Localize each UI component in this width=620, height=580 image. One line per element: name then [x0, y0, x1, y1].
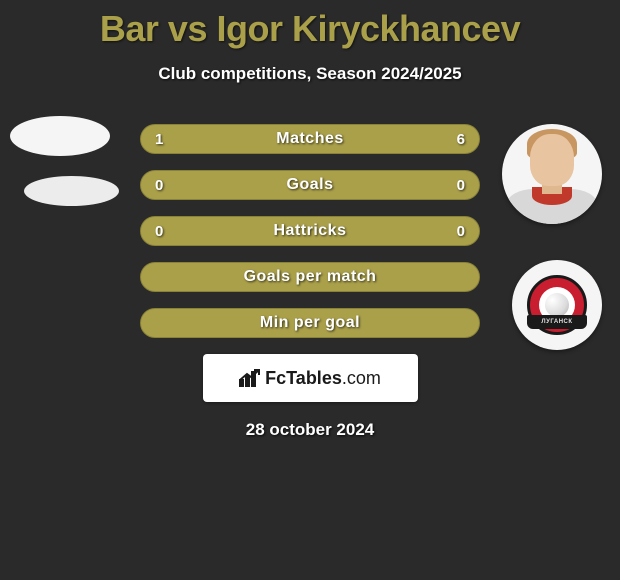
comparison-card: Bar vs Igor Kiryckhancev Club competitio…	[0, 0, 620, 440]
stat-row-min-per-goal: Min per goal	[140, 308, 480, 338]
stat-label: Matches	[276, 130, 344, 148]
brand-domain: .com	[342, 368, 381, 388]
stat-right-value: 6	[457, 131, 465, 148]
stat-row-goals: 0 Goals 0	[140, 170, 480, 200]
brand-box[interactable]: FcTables.com	[203, 354, 418, 402]
stat-row-hattricks: 0 Hattricks 0	[140, 216, 480, 246]
page-title: Bar vs Igor Kiryckhancev	[0, 8, 620, 50]
stat-right-value: 0	[457, 223, 465, 240]
stat-row-goals-per-match: Goals per match	[140, 262, 480, 292]
stat-right-value: 0	[457, 177, 465, 194]
brand-text: FcTables.com	[265, 368, 381, 389]
stat-row-matches: 1 Matches 6	[140, 124, 480, 154]
bar-chart-icon	[239, 369, 261, 387]
stat-label: Min per goal	[260, 314, 360, 332]
stats-block: 1 Matches 6 0 Goals 0 0 Hattricks 0 Goal…	[0, 124, 620, 440]
date-line: 28 october 2024	[0, 420, 620, 440]
stat-left-value: 0	[155, 223, 163, 240]
page-subtitle: Club competitions, Season 2024/2025	[0, 64, 620, 84]
stat-label: Goals	[287, 176, 334, 194]
stats-rows: 1 Matches 6 0 Goals 0 0 Hattricks 0 Goal…	[140, 124, 480, 338]
stat-label: Hattricks	[274, 222, 347, 240]
brand-name: FcTables	[265, 368, 342, 388]
stat-left-value: 1	[155, 131, 163, 148]
brand-inner: FcTables.com	[239, 368, 381, 389]
stat-label: Goals per match	[244, 268, 377, 286]
stat-left-value: 0	[155, 177, 163, 194]
trend-arrow-icon	[239, 369, 261, 381]
